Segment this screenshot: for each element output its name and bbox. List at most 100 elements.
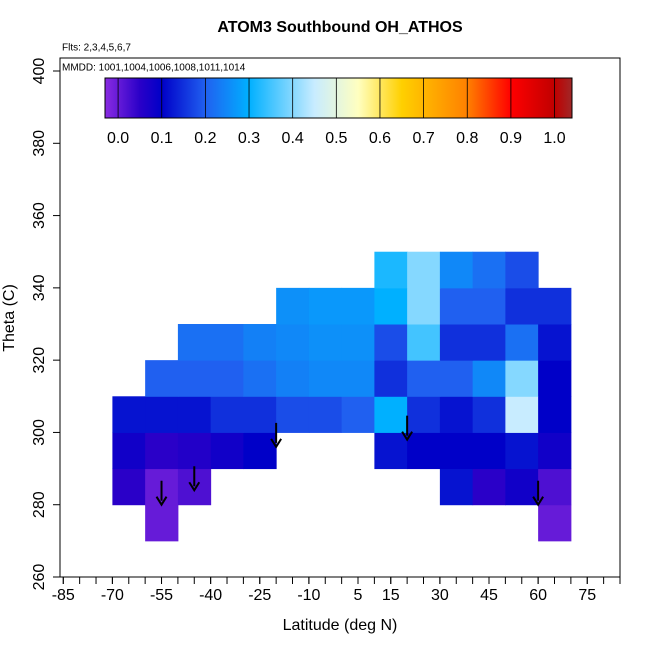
field-cell <box>276 287 310 325</box>
field-cell <box>243 324 277 361</box>
y-tick-label: 360 <box>31 202 48 229</box>
field-cell <box>145 432 179 470</box>
field-cell <box>538 468 572 506</box>
x-tick-label: -70 <box>101 587 124 604</box>
field-cell <box>439 360 474 397</box>
field-cell <box>472 396 506 433</box>
field-cell <box>112 396 146 433</box>
field-cell <box>341 396 375 433</box>
field-cell <box>439 287 474 325</box>
field-cell <box>276 324 310 361</box>
x-tick-label: 30 <box>431 587 449 604</box>
y-tick-label: 260 <box>31 564 48 591</box>
field-cell <box>505 360 539 397</box>
field-cell <box>145 360 179 397</box>
field-cell <box>374 360 408 397</box>
arrow <box>188 466 201 493</box>
field-cell <box>308 324 343 361</box>
field-cell <box>210 360 244 397</box>
field-cell <box>210 432 244 470</box>
x-axis-label: Latitude (deg N) <box>283 617 398 634</box>
chart-title: ATOM3 Southbound OH_ATHOS <box>217 19 463 36</box>
field-cell <box>538 432 572 470</box>
y-tick-label: 380 <box>31 130 48 157</box>
field-cell <box>177 324 212 361</box>
field-cell <box>505 251 539 289</box>
x-tick-label: -85 <box>52 587 75 604</box>
arrow <box>155 480 168 507</box>
field-cell <box>407 360 441 397</box>
colorbar-tick-label: 0.9 <box>500 130 522 147</box>
y-tick-label: 340 <box>31 274 48 301</box>
field-cell <box>472 360 506 397</box>
field-cell <box>505 396 539 433</box>
arrow <box>401 415 413 442</box>
y-tick-label: 320 <box>31 347 48 374</box>
colorbar-tick-label: 0.5 <box>325 130 347 147</box>
field-cell <box>439 432 474 470</box>
field-cell <box>538 287 572 325</box>
field-cell <box>243 432 277 470</box>
field-cell <box>177 396 212 433</box>
colorbar-tick-label: 1.0 <box>543 130 565 147</box>
field-cell <box>472 287 506 325</box>
field-cell <box>505 287 539 325</box>
field-cell <box>374 324 408 361</box>
x-tick-label: -40 <box>199 587 222 604</box>
field-cell <box>538 360 572 397</box>
field-cell <box>538 324 572 361</box>
field-cell <box>177 360 212 397</box>
field-cell <box>145 504 179 542</box>
arrow-head <box>532 496 544 507</box>
field-cell <box>374 251 408 289</box>
x-tick-label: 75 <box>578 587 596 604</box>
colorbar-tick-label: 0.6 <box>369 130 391 147</box>
field-cell <box>308 396 343 433</box>
x-tick-label: -10 <box>297 587 320 604</box>
field-cell <box>472 251 506 289</box>
plot-frame <box>59 57 621 578</box>
arrow-head <box>155 496 168 507</box>
y-axis-label: Theta (C) <box>1 284 18 352</box>
field-cell <box>538 396 572 433</box>
x-tick-label: 45 <box>480 587 498 604</box>
field-cell <box>472 432 506 470</box>
field-cell <box>374 432 408 470</box>
y-tick-label: 400 <box>31 58 48 85</box>
x-tick-label: 60 <box>529 587 547 604</box>
field-cell <box>407 251 441 289</box>
field-cell <box>407 396 441 433</box>
field-cell <box>439 468 474 506</box>
x-tick-label: -55 <box>150 587 173 604</box>
colorbar <box>104 77 573 119</box>
arrow-head <box>401 431 413 442</box>
x-tick-label: 15 <box>382 587 400 604</box>
field-cell <box>341 287 375 325</box>
colorbar-tick-label: 0.2 <box>194 130 216 147</box>
arrow-head <box>270 438 282 449</box>
colorbar-tick-label: 0.8 <box>456 130 478 147</box>
field-cell <box>472 324 506 361</box>
field-cell <box>112 468 146 506</box>
field-cell <box>407 324 441 361</box>
field-cell <box>210 324 244 361</box>
colorbar-tick-label: 0.1 <box>151 130 173 147</box>
field-cell <box>210 396 244 433</box>
field-cell <box>538 504 572 542</box>
arrow <box>532 480 544 507</box>
annotation: MMDD: 1001,1004,1006,1008,1011,1014 <box>62 63 246 74</box>
arrow <box>270 422 282 449</box>
field-cell <box>505 468 539 506</box>
colorbar-tick-label: 0.0 <box>107 130 129 147</box>
field-cell <box>276 360 310 397</box>
field-cell <box>407 287 441 325</box>
field-cell <box>505 432 539 470</box>
field-cell <box>112 432 146 470</box>
y-tick-label: 280 <box>31 491 48 518</box>
field-cell <box>308 360 343 397</box>
field-cell <box>439 251 474 289</box>
field-cell <box>505 324 539 361</box>
field-cell <box>374 396 408 433</box>
field-cell <box>439 324 474 361</box>
